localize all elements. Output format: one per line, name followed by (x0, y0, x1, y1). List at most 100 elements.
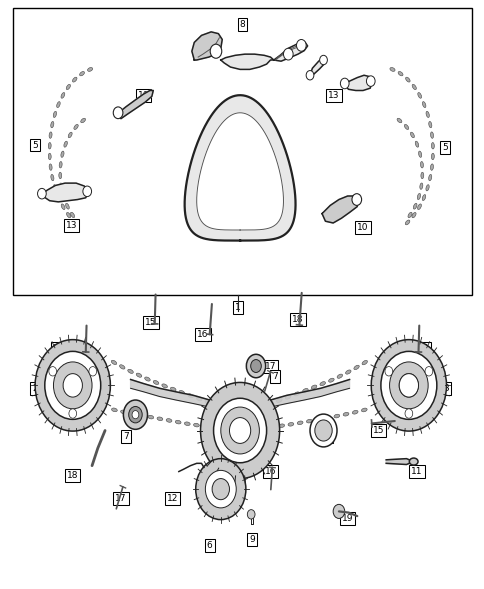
Ellipse shape (80, 118, 85, 123)
Ellipse shape (64, 141, 67, 147)
Ellipse shape (60, 183, 62, 189)
Ellipse shape (430, 164, 433, 170)
Text: 5: 5 (441, 144, 447, 153)
Ellipse shape (205, 400, 210, 404)
Ellipse shape (411, 84, 415, 90)
Ellipse shape (61, 204, 65, 210)
Ellipse shape (278, 424, 284, 428)
Circle shape (213, 398, 266, 463)
Ellipse shape (72, 77, 77, 82)
Ellipse shape (420, 172, 423, 178)
Circle shape (314, 420, 332, 441)
Ellipse shape (396, 118, 401, 123)
Circle shape (132, 411, 138, 419)
Text: 11: 11 (410, 467, 422, 476)
Circle shape (305, 71, 313, 80)
Circle shape (283, 48, 292, 60)
Ellipse shape (287, 422, 293, 426)
Ellipse shape (74, 124, 78, 130)
Ellipse shape (111, 360, 117, 365)
Ellipse shape (405, 77, 409, 82)
Ellipse shape (87, 68, 92, 71)
Text: 10: 10 (357, 223, 368, 231)
Ellipse shape (230, 411, 236, 415)
Ellipse shape (49, 164, 52, 170)
Ellipse shape (51, 121, 54, 128)
Circle shape (333, 504, 344, 518)
Ellipse shape (412, 203, 416, 209)
Ellipse shape (49, 132, 52, 138)
Ellipse shape (119, 365, 125, 369)
Circle shape (113, 107, 122, 118)
Text: 6: 6 (206, 541, 212, 550)
Ellipse shape (57, 194, 60, 200)
Ellipse shape (425, 185, 428, 191)
Ellipse shape (361, 408, 366, 412)
Ellipse shape (170, 387, 176, 391)
Circle shape (220, 407, 259, 454)
Ellipse shape (414, 141, 418, 147)
Ellipse shape (222, 406, 227, 411)
Text: 14: 14 (52, 344, 64, 353)
Ellipse shape (51, 174, 54, 181)
Ellipse shape (416, 193, 420, 200)
Text: 1: 1 (234, 303, 240, 312)
Ellipse shape (430, 153, 433, 160)
Ellipse shape (136, 373, 141, 377)
Circle shape (196, 459, 245, 519)
Ellipse shape (324, 416, 330, 419)
Circle shape (370, 340, 446, 431)
Ellipse shape (420, 161, 423, 168)
Circle shape (128, 406, 142, 423)
Ellipse shape (79, 71, 84, 76)
Ellipse shape (297, 421, 302, 425)
Ellipse shape (419, 183, 422, 189)
Circle shape (309, 414, 336, 447)
Ellipse shape (306, 419, 312, 423)
Ellipse shape (404, 124, 408, 130)
Text: 7: 7 (272, 372, 278, 381)
Ellipse shape (222, 477, 225, 483)
Text: 5: 5 (32, 141, 38, 150)
Ellipse shape (230, 428, 236, 432)
Ellipse shape (227, 456, 230, 462)
Ellipse shape (336, 374, 342, 378)
Circle shape (398, 373, 418, 397)
Ellipse shape (409, 132, 413, 138)
Ellipse shape (129, 412, 135, 416)
Ellipse shape (407, 212, 411, 218)
Ellipse shape (408, 458, 417, 465)
Circle shape (123, 400, 147, 429)
Ellipse shape (343, 412, 348, 416)
Ellipse shape (430, 132, 433, 138)
Ellipse shape (221, 428, 227, 431)
Circle shape (205, 471, 236, 508)
Ellipse shape (65, 203, 69, 209)
Circle shape (384, 366, 392, 376)
Ellipse shape (428, 121, 431, 128)
Circle shape (389, 362, 427, 409)
Text: 17: 17 (264, 362, 276, 370)
Ellipse shape (397, 71, 402, 76)
Ellipse shape (111, 408, 117, 412)
Polygon shape (343, 75, 371, 91)
Polygon shape (130, 379, 222, 412)
Ellipse shape (241, 411, 247, 415)
Ellipse shape (62, 193, 65, 200)
Text: 15: 15 (145, 318, 156, 327)
Text: 20: 20 (319, 432, 331, 441)
Ellipse shape (315, 418, 321, 421)
Text: 9: 9 (249, 535, 255, 544)
Text: 18: 18 (291, 315, 303, 323)
Text: 10: 10 (137, 91, 149, 100)
Ellipse shape (184, 422, 190, 425)
Ellipse shape (422, 102, 425, 108)
Ellipse shape (187, 394, 193, 398)
Ellipse shape (53, 111, 57, 117)
Ellipse shape (285, 395, 290, 399)
Text: 16: 16 (197, 330, 208, 339)
Text: 16: 16 (264, 467, 276, 476)
Ellipse shape (230, 446, 233, 452)
Ellipse shape (269, 425, 275, 429)
Ellipse shape (127, 369, 133, 373)
